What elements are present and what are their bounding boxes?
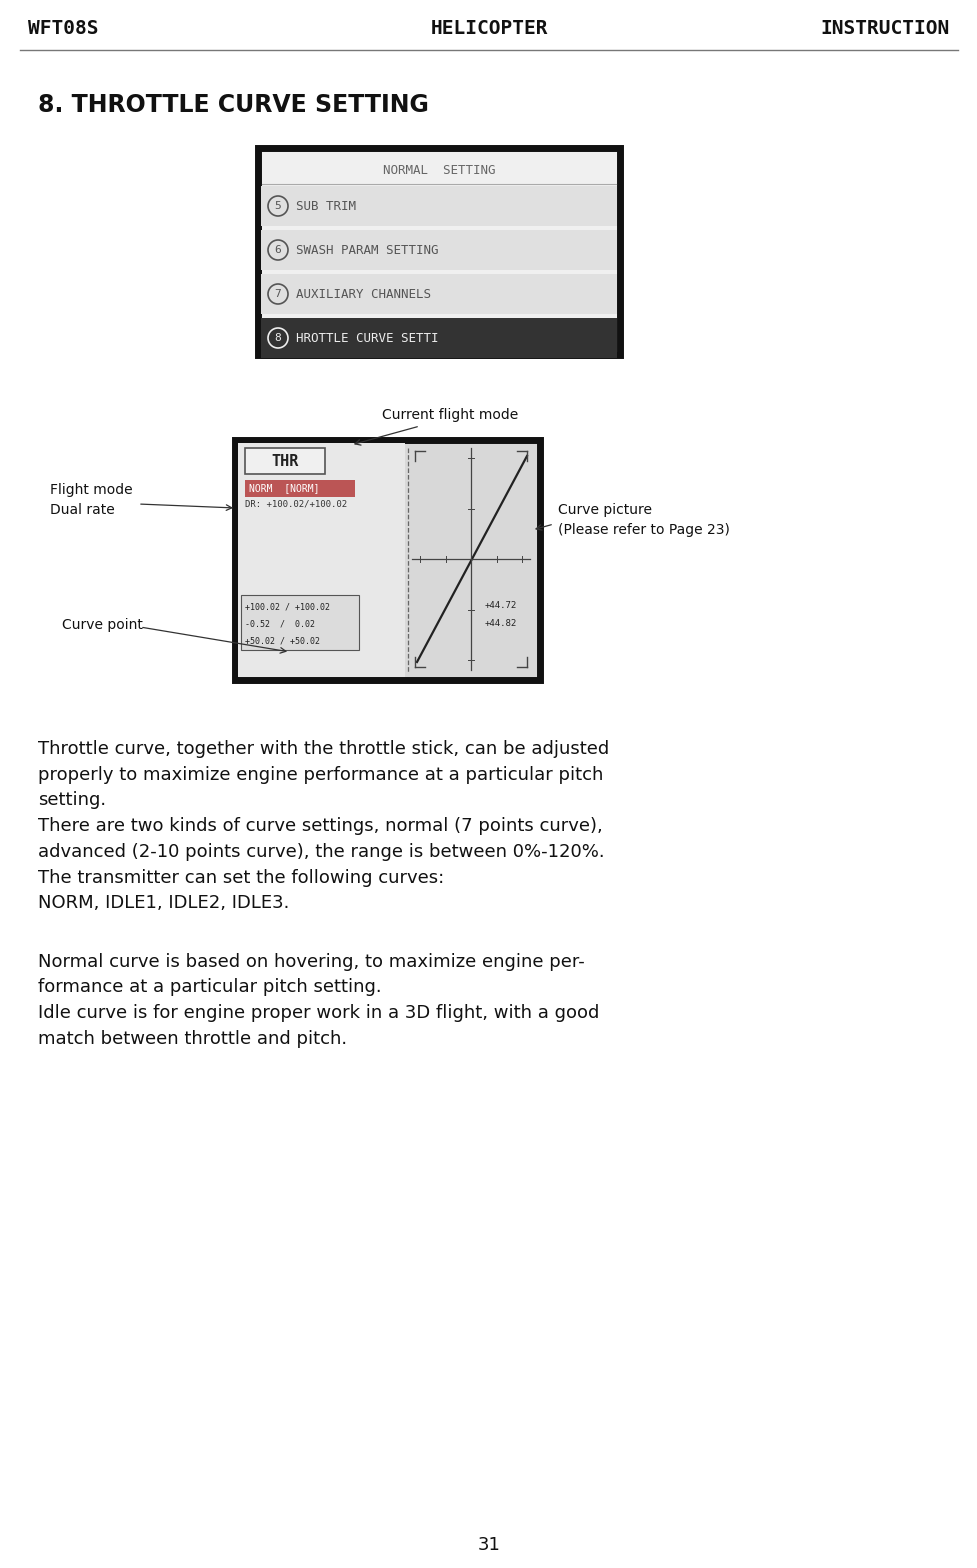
Text: +100.02 / +100.02: +100.02 / +100.02 — [245, 602, 329, 612]
FancyBboxPatch shape — [261, 274, 616, 314]
FancyBboxPatch shape — [261, 187, 616, 226]
Text: NORM  [NORM]: NORM [NORM] — [249, 483, 319, 494]
Text: -0.52  /  0.02: -0.52 / 0.02 — [245, 619, 315, 629]
FancyBboxPatch shape — [237, 444, 404, 677]
Text: 31: 31 — [477, 1537, 500, 1554]
Text: INSTRUCTION: INSTRUCTION — [820, 19, 949, 38]
FancyBboxPatch shape — [261, 230, 616, 270]
Text: 7: 7 — [275, 289, 281, 299]
Text: NORMAL  SETTING: NORMAL SETTING — [382, 163, 494, 177]
Text: AUXILIARY CHANNELS: AUXILIARY CHANNELS — [296, 287, 431, 301]
FancyBboxPatch shape — [234, 441, 539, 681]
Text: +44.82: +44.82 — [485, 618, 517, 627]
Text: Curve picture
(Please refer to Page 23): Curve picture (Please refer to Page 23) — [558, 503, 729, 536]
Text: Flight mode
Dual rate: Flight mode Dual rate — [50, 483, 133, 517]
Text: SWASH PARAM SETTING: SWASH PARAM SETTING — [296, 243, 438, 257]
FancyBboxPatch shape — [245, 480, 355, 497]
Text: Current flight mode: Current flight mode — [381, 408, 518, 422]
Text: HELICOPTER: HELICOPTER — [430, 19, 547, 38]
FancyBboxPatch shape — [261, 318, 616, 358]
Text: WFT08S: WFT08S — [28, 19, 99, 38]
Text: Throttle curve, together with the throttle stick, can be adjusted
properly to ma: Throttle curve, together with the thrott… — [38, 740, 609, 913]
Text: 8. THROTTLE CURVE SETTING: 8. THROTTLE CURVE SETTING — [38, 93, 429, 118]
Text: THR: THR — [271, 453, 298, 469]
Text: 5: 5 — [275, 201, 281, 212]
Text: Curve point: Curve point — [62, 618, 143, 632]
Text: SUB TRIM: SUB TRIM — [296, 199, 356, 213]
Text: DR: +100.02/+100.02: DR: +100.02/+100.02 — [245, 500, 347, 508]
Text: +44.72: +44.72 — [485, 601, 517, 610]
Text: 6: 6 — [275, 245, 281, 256]
FancyBboxPatch shape — [258, 147, 619, 354]
Text: 8: 8 — [275, 332, 281, 343]
FancyBboxPatch shape — [245, 448, 324, 474]
Text: HROTTLE CURVE SETTI: HROTTLE CURVE SETTI — [296, 331, 438, 345]
Text: Normal curve is based on hovering, to maximize engine per-
formance at a particu: Normal curve is based on hovering, to ma… — [38, 953, 599, 1047]
Text: +50.02 / +50.02: +50.02 / +50.02 — [245, 637, 319, 646]
FancyBboxPatch shape — [240, 594, 359, 651]
